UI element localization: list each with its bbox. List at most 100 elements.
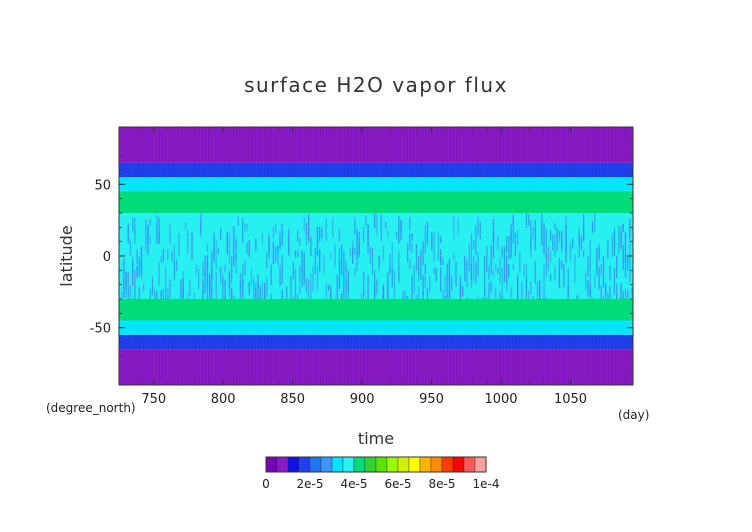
streak	[215, 271, 217, 299]
streak	[587, 255, 589, 276]
streak	[244, 223, 246, 232]
streak	[261, 281, 264, 299]
colorbar-swatch	[353, 456, 366, 473]
streak	[396, 231, 398, 239]
streak	[224, 264, 226, 273]
streak	[129, 238, 132, 256]
streak	[378, 255, 380, 267]
streak	[176, 259, 178, 271]
streak	[305, 222, 308, 235]
latitude-band-0	[119, 349, 633, 385]
streak	[182, 290, 184, 298]
streak	[622, 291, 624, 299]
streak	[292, 261, 294, 274]
streak	[343, 274, 345, 296]
streak	[475, 261, 477, 268]
streak	[426, 287, 429, 299]
streak	[288, 229, 290, 257]
streak	[330, 253, 332, 260]
streak	[140, 246, 143, 274]
streak	[347, 291, 349, 299]
streak	[189, 298, 191, 299]
streak	[479, 221, 481, 240]
streak	[409, 233, 411, 251]
streak	[222, 274, 224, 299]
streak	[497, 267, 499, 275]
streak	[598, 267, 600, 290]
streak	[209, 281, 211, 291]
streak	[220, 227, 222, 240]
streak	[165, 266, 167, 292]
x-tick-label: 800	[211, 392, 236, 407]
streak	[257, 283, 259, 299]
streak	[314, 247, 316, 274]
streak	[220, 266, 222, 274]
streak	[360, 293, 363, 299]
streak	[607, 292, 609, 299]
streak	[594, 213, 596, 232]
streak	[409, 259, 411, 269]
streak	[598, 243, 600, 252]
streak	[281, 255, 283, 284]
streak	[123, 267, 125, 295]
streak	[125, 271, 127, 290]
streak	[512, 263, 514, 270]
streak	[237, 216, 239, 226]
streak	[250, 268, 253, 286]
streak	[618, 226, 620, 254]
streak	[233, 235, 235, 266]
streak	[620, 231, 622, 250]
streak	[525, 213, 528, 228]
colorbar-swatch	[298, 456, 311, 473]
streak	[514, 232, 517, 239]
streak	[446, 284, 448, 299]
y-axis: -50 0 50	[90, 140, 633, 372]
streak	[519, 251, 521, 273]
streak	[246, 242, 248, 254]
streak	[272, 241, 275, 265]
streak	[517, 230, 519, 246]
streak	[138, 257, 140, 277]
streak	[492, 270, 495, 277]
streak	[167, 249, 169, 261]
latitude-band-4	[119, 213, 633, 299]
streak	[242, 218, 244, 244]
streak	[490, 245, 492, 275]
streak	[523, 264, 525, 277]
streak	[334, 244, 336, 268]
streak	[264, 287, 266, 299]
streak	[352, 247, 354, 264]
streak	[374, 213, 376, 229]
streak	[297, 230, 299, 243]
streak	[167, 288, 169, 299]
streak	[325, 283, 327, 299]
streak	[200, 213, 202, 220]
streak	[239, 282, 242, 299]
streak	[554, 234, 556, 258]
streak	[424, 225, 426, 254]
streak	[151, 276, 154, 296]
streak	[550, 274, 552, 282]
colorbar-swatch	[320, 456, 333, 473]
streak	[347, 277, 349, 294]
streak	[248, 287, 250, 295]
streak	[583, 250, 585, 258]
streak	[272, 226, 275, 239]
streak	[134, 217, 136, 234]
streak	[543, 264, 545, 292]
streak	[398, 216, 400, 244]
streak	[624, 232, 627, 263]
streak	[204, 270, 206, 293]
streak	[477, 296, 479, 299]
streak	[319, 251, 321, 272]
streak	[576, 295, 578, 299]
colorbar-swatch	[408, 456, 421, 473]
streak	[574, 254, 576, 283]
streak	[464, 256, 466, 282]
streak	[475, 225, 477, 255]
streak	[305, 232, 308, 246]
streak	[354, 247, 356, 255]
streak	[611, 234, 613, 258]
colorbar-swatch	[265, 456, 278, 473]
streak	[561, 239, 563, 253]
